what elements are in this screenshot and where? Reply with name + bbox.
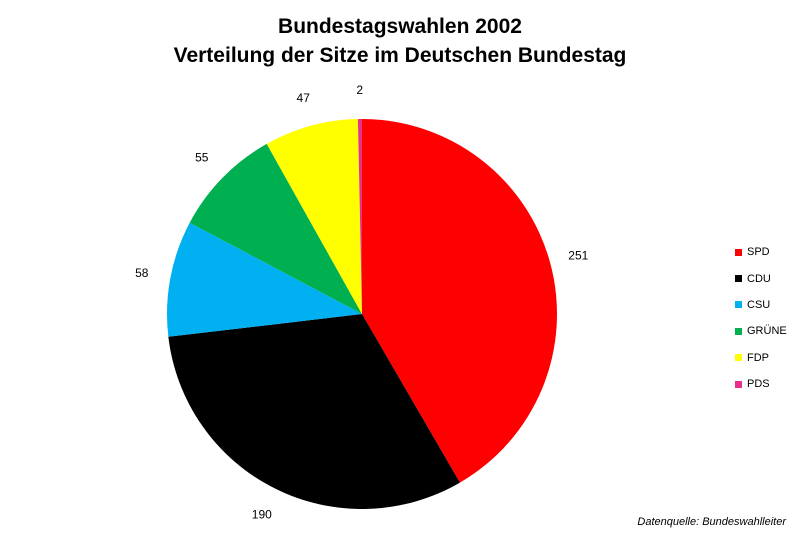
pie-slice-spd xyxy=(362,119,557,483)
legend-item-csu: CSU xyxy=(735,292,787,318)
data-label-spd: 251 xyxy=(568,249,588,263)
legend-swatch xyxy=(735,301,742,309)
pie-data-labels: 251 190 58 55 47 2 xyxy=(135,83,589,521)
chart-title-block: Bundestagswahlen 2002 Verteilung der Sit… xyxy=(0,12,800,70)
legend: SPD CDU CSU GRÜNE FDP PDS xyxy=(735,239,787,397)
data-label-cdu: 190 xyxy=(252,507,272,521)
pie-slice-grüne xyxy=(189,143,362,314)
legend-item-pds: PDS xyxy=(735,371,787,397)
data-source-note: Datenquelle: Bundeswahlleiter xyxy=(637,516,786,528)
pie-slice-cdu xyxy=(168,314,460,509)
legend-label: GRÜNE xyxy=(747,325,787,338)
legend-label: SPD xyxy=(747,246,770,259)
legend-label: CSU xyxy=(747,298,771,311)
legend-label: PDS xyxy=(747,378,770,391)
pie-slices xyxy=(167,118,557,509)
legend-swatch xyxy=(735,275,742,283)
legend-label: FDP xyxy=(747,351,769,364)
pie-slice-pds xyxy=(357,118,362,314)
data-label-pds: 2 xyxy=(356,83,363,97)
legend-swatch xyxy=(735,327,742,335)
pie-slice-csu xyxy=(167,222,362,337)
legend-swatch xyxy=(735,248,742,256)
legend-item-cdu: CDU xyxy=(735,265,787,291)
legend-item-grüne: GRÜNE xyxy=(735,318,787,344)
legend-swatch xyxy=(735,354,742,362)
chart-subtitle: Verteilung der Sitze im Deutschen Bundes… xyxy=(173,44,627,67)
data-label-fdp: 47 xyxy=(297,91,311,105)
legend-item-spd: SPD xyxy=(735,239,787,265)
legend-label: CDU xyxy=(747,272,771,285)
legend-swatch xyxy=(735,380,742,388)
pie-slice-fdp xyxy=(266,119,362,314)
data-label-csu: 58 xyxy=(135,266,149,280)
chart-title: Bundestagswahlen 2002 xyxy=(278,15,522,38)
legend-item-fdp: FDP xyxy=(735,345,787,371)
data-label-grüne: 55 xyxy=(195,151,209,165)
